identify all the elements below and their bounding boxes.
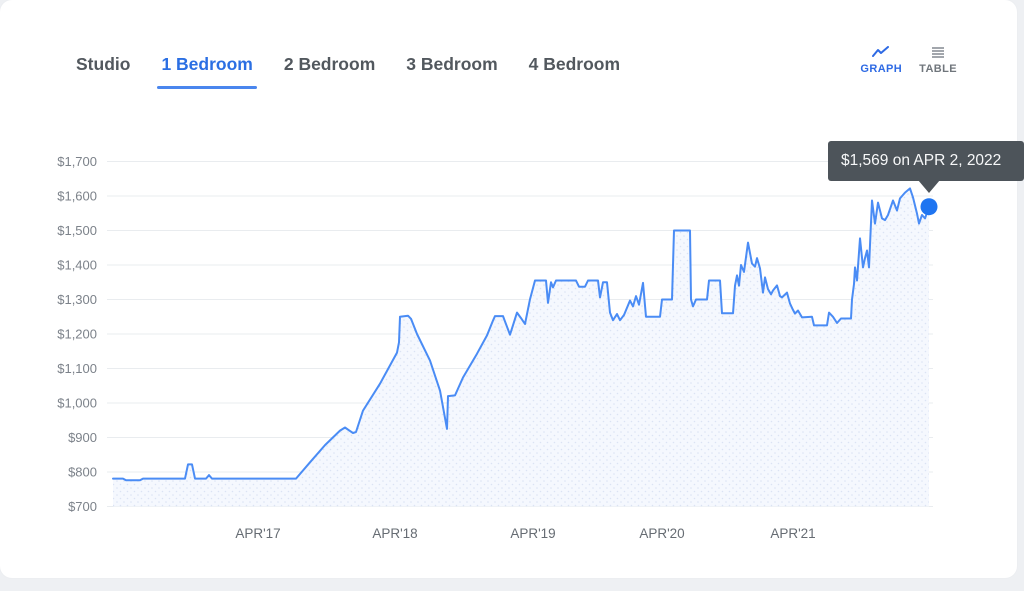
y-axis-label: $700: [68, 499, 97, 514]
y-axis-label: $1,000: [57, 396, 97, 411]
x-axis-label: APR'19: [510, 526, 555, 541]
x-axis-label: APR'21: [770, 526, 815, 541]
series-line: [112, 187, 930, 482]
rent-chart-card: Studio 1 Bedroom 2 Bedroom 3 Bedroom 4 B…: [0, 0, 1024, 578]
line-chart-icon: [872, 46, 890, 61]
view-toggle: GRAPH TABLE: [860, 46, 957, 75]
y-axis-label: $900: [68, 430, 97, 445]
chart-header: Studio 1 Bedroom 2 Bedroom 3 Bedroom 4 B…: [75, 46, 957, 89]
y-axis-label: $1,500: [57, 223, 97, 238]
table-rows-icon: [930, 46, 946, 61]
tooltip: $1,569 on APR 2, 2022: [828, 141, 1024, 181]
tab-3-bedroom[interactable]: 3 Bedroom: [405, 52, 498, 89]
bedroom-tabs: Studio 1 Bedroom 2 Bedroom 3 Bedroom 4 B…: [75, 52, 621, 89]
table-view-button[interactable]: TABLE: [919, 46, 957, 75]
x-axis-label: APR'17: [235, 526, 280, 541]
tooltip-arrow-icon: [918, 180, 940, 193]
x-axis-label: APR'18: [372, 526, 417, 541]
graph-view-button[interactable]: GRAPH: [860, 46, 902, 75]
y-axis-label: $1,600: [57, 189, 97, 204]
tab-studio[interactable]: Studio: [75, 52, 131, 89]
y-axis-label: $1,300: [57, 292, 97, 307]
tab-4-bedroom[interactable]: 4 Bedroom: [528, 52, 621, 89]
tab-1-bedroom[interactable]: 1 Bedroom: [157, 52, 258, 89]
table-view-label: TABLE: [919, 63, 957, 75]
tab-2-bedroom[interactable]: 2 Bedroom: [283, 52, 376, 89]
graph-view-label: GRAPH: [860, 63, 903, 75]
y-axis-label: $1,200: [57, 327, 97, 342]
y-axis-label: $1,700: [57, 154, 97, 169]
series-area-fill: [113, 188, 929, 507]
highlighted-data-point[interactable]: [920, 198, 938, 216]
y-axis-label: $1,400: [57, 258, 97, 273]
y-axis-label: $1,100: [57, 361, 97, 376]
y-axis-label: $800: [68, 465, 97, 480]
x-axis-label: APR'20: [639, 526, 684, 541]
